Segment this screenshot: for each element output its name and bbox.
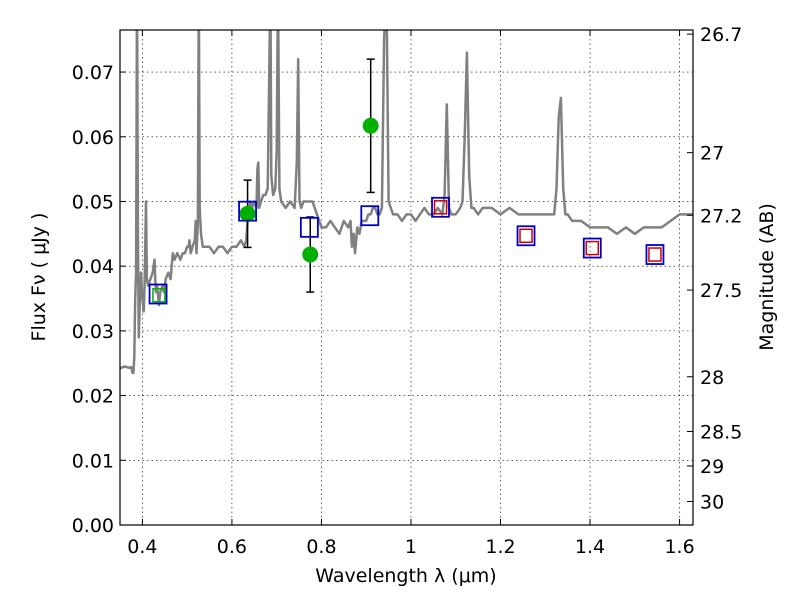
x-tick-label: 1.4 xyxy=(575,536,605,558)
right-tick-label: 27.5 xyxy=(700,280,742,302)
y-tick-label: 0.02 xyxy=(72,386,114,408)
plot-frame xyxy=(119,29,694,526)
photometry-point xyxy=(302,246,319,263)
model-square xyxy=(516,225,536,247)
plot-background xyxy=(120,30,693,525)
model-square xyxy=(645,244,665,265)
model-square xyxy=(238,200,257,222)
right-tick-label: 28 xyxy=(700,367,724,389)
model-inner-square xyxy=(648,247,662,262)
spectrum-line xyxy=(120,30,693,375)
right-tick-label: 27 xyxy=(700,143,724,165)
y-tick-label: 0.01 xyxy=(72,450,114,472)
right-tick-label: 27.2 xyxy=(700,205,742,227)
x-tick-label: 0.8 xyxy=(306,536,336,558)
axis-ticks: 0.4 0.6 0.8 1 1.2 1.4 1.6 0.00 0.01 0.02 0.03 0.04 0… xyxy=(72,24,743,558)
right-tick-label: 26.7 xyxy=(700,24,742,46)
model-inner-square xyxy=(585,240,600,256)
right-tick-label: 30 xyxy=(700,492,724,514)
data-layer xyxy=(120,30,693,375)
model-square xyxy=(360,205,380,227)
y-tick-label: 0.07 xyxy=(72,62,114,84)
marker-layer xyxy=(148,58,665,305)
y-tick-label: 0.00 xyxy=(72,515,114,537)
model-inner-square xyxy=(152,288,166,303)
photometry-point xyxy=(362,117,379,134)
model-square xyxy=(299,216,319,238)
model-inner-square xyxy=(433,200,448,215)
right-axis-label: Magnitude (AB) xyxy=(756,203,778,351)
y-tick-label: 0.05 xyxy=(72,191,114,213)
y-axis-label: Flux Fν ( μJy ) xyxy=(28,213,50,342)
y-tick-label: 0.06 xyxy=(72,127,114,149)
model-square xyxy=(431,196,450,218)
x-axis-label: Wavelength λ (μm) xyxy=(315,565,496,587)
x-tick-label: 0.6 xyxy=(217,536,247,558)
model-square xyxy=(148,283,168,305)
x-tick-label: 0.4 xyxy=(127,536,157,558)
right-tick-label: 29 xyxy=(700,456,724,478)
x-tick-label: 1 xyxy=(405,536,417,558)
x-tick-label: 1.2 xyxy=(485,536,515,558)
photometry-point xyxy=(239,205,256,222)
right-tick-label: 28.5 xyxy=(700,421,742,443)
x-tick-label: 1.6 xyxy=(664,536,694,558)
y-tick-label: 0.04 xyxy=(72,256,114,278)
model-inner-square xyxy=(519,228,533,244)
y-tick-label: 0.03 xyxy=(72,321,114,343)
model-square xyxy=(582,237,602,259)
